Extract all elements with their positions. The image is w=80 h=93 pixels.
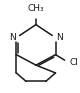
Text: Cl: Cl: [69, 58, 78, 67]
Text: CH₃: CH₃: [28, 4, 44, 13]
Text: N: N: [9, 33, 16, 42]
Text: N: N: [56, 33, 63, 42]
